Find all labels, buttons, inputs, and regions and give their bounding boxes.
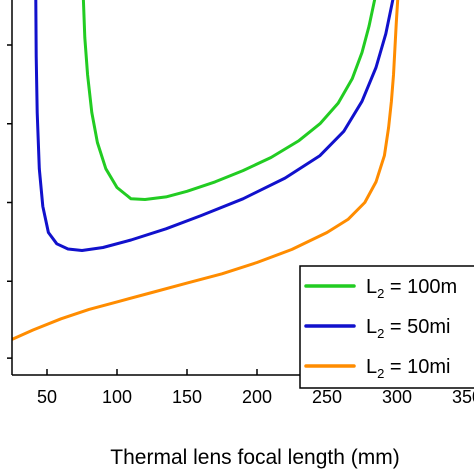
legend-label-2: L2 = 50mi [366, 316, 451, 341]
legend: L2 = 100m L2 = 50mi L2 = 10mi [299, 265, 474, 389]
x-tick-label: 200 [242, 387, 272, 407]
y-axis-ticks [7, 44, 12, 359]
series-line-3 [12, 0, 400, 341]
legend-label-3: L2 = 10mi [366, 356, 451, 381]
x-tick-label: 350 [452, 387, 474, 407]
series-line-1 [81, 0, 377, 201]
x-tick-label: 100 [102, 387, 132, 407]
legend-entries: L2 = 100m L2 = 50mi L2 = 10mi [304, 276, 457, 381]
series-layer [12, 0, 400, 341]
series-line-2 [34, 0, 395, 252]
x-axis-ticks: 50 100 150 200 250 300 350 [37, 369, 474, 407]
x-tick-label: 300 [382, 387, 412, 407]
legend-label-1: L2 = 100m [366, 276, 457, 301]
x-tick-label: 250 [312, 387, 342, 407]
x-tick-label: 50 [37, 387, 57, 407]
x-axis-title: Thermal lens focal length (mm) [110, 446, 399, 469]
x-tick-label: 150 [172, 387, 202, 407]
